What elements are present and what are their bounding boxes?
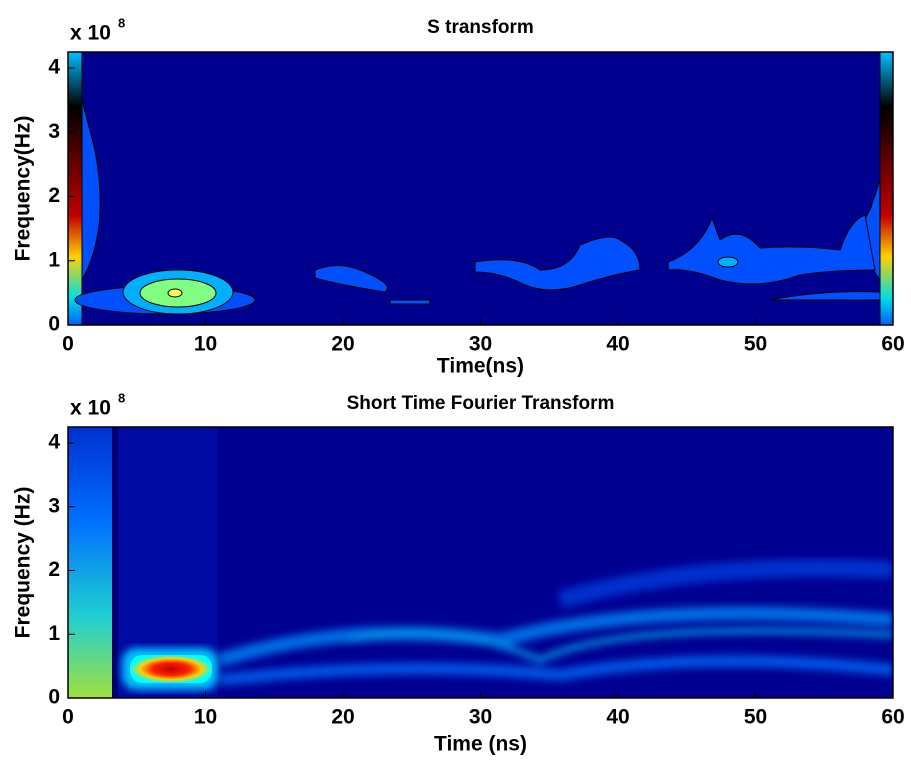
x-tick-label: 40	[606, 706, 629, 729]
x-tick-label: 40	[606, 333, 629, 356]
spectrogram-image	[68, 427, 893, 698]
x-tick-label: 0	[62, 706, 74, 729]
y-axis-label: Frequency(Hz)	[12, 116, 35, 262]
x-tick-label: 60	[881, 706, 904, 729]
y-tick-label: 3	[48, 494, 60, 517]
x-axis-label: Time (ns)	[434, 733, 527, 756]
x-tick-label: 0	[62, 333, 74, 356]
x-tick-label: 50	[744, 706, 767, 729]
y-tick-label: 2	[48, 184, 60, 207]
x-tick-label: 50	[744, 333, 767, 356]
x-tick-label: 30	[469, 333, 492, 356]
x-axis-label: Time(ns)	[437, 355, 524, 378]
x-tick-label: 20	[331, 333, 354, 356]
y-tick-label: 4	[48, 56, 60, 79]
contour-image	[68, 52, 893, 325]
x-tick-label: 20	[331, 706, 354, 729]
y-tick-label: 0	[48, 313, 60, 336]
y-multiplier-exponent: 8	[118, 390, 125, 405]
x-tick-label: 10	[194, 333, 217, 356]
y-tick-label: 0	[48, 686, 60, 709]
y-tick-label: 1	[48, 248, 60, 271]
y-tick-label: 1	[48, 622, 60, 645]
y-multiplier-exponent: 8	[118, 15, 125, 30]
y-tick-label: 2	[48, 558, 60, 581]
y-multiplier: x 10	[70, 397, 111, 420]
y-axis-label: Frequency (Hz)	[12, 487, 35, 639]
y-tick-label: 3	[48, 120, 60, 143]
x-tick-label: 10	[194, 706, 217, 729]
chart-title: S transform	[427, 17, 534, 38]
x-tick-label: 30	[469, 706, 492, 729]
chart-title: Short Time Fourier Transform	[347, 393, 615, 414]
y-tick-label: 4	[48, 430, 60, 453]
x-tick-label: 60	[881, 333, 904, 356]
y-multiplier: x 10	[70, 22, 111, 45]
